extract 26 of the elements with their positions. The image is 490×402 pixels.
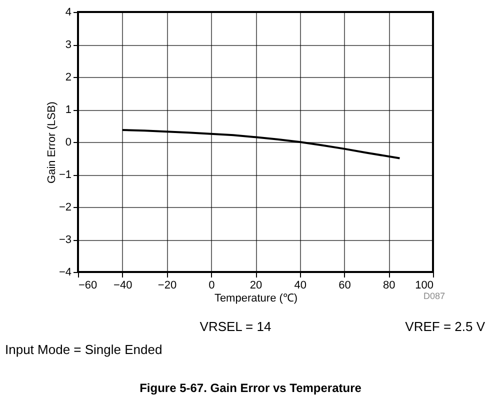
y-axis-title: Gain Error (LSB): [46, 102, 58, 184]
x-tick-label: −40: [114, 280, 132, 292]
y-tick-label: −4: [58, 266, 72, 278]
y-tick-label: −2: [58, 202, 72, 214]
text: Figure 5-67. Gain Error vs Temperature: [140, 381, 362, 395]
x-tick-label: −60: [78, 280, 98, 292]
line-series: [121, 128, 401, 160]
y-tick-label: 0: [65, 136, 72, 148]
text: VRSEL = 14: [200, 319, 272, 334]
x-tick-label: 100: [415, 280, 434, 292]
y-tick-label: 1: [65, 104, 72, 116]
text: VREF = 2.5 V: [405, 319, 486, 334]
x-tick-label: 80: [383, 280, 396, 292]
x-tick-label: 40: [294, 280, 306, 292]
text: Input Mode = Single Ended: [5, 342, 162, 357]
x-tick-label: 0: [208, 280, 215, 292]
x-tick-label: 20: [250, 280, 262, 292]
y-tick-label: 2: [65, 72, 72, 84]
y-tick-label: −1: [58, 169, 72, 181]
y-tick-label: 3: [65, 39, 72, 51]
y-tick-label: −3: [58, 234, 72, 246]
x-tick-label: 60: [338, 280, 351, 292]
x-tick-label: −20: [158, 280, 177, 292]
x-axis-title: Temperature (℃): [214, 292, 298, 304]
text: D087: [423, 291, 445, 301]
y-tick-label: 4: [65, 6, 72, 18]
